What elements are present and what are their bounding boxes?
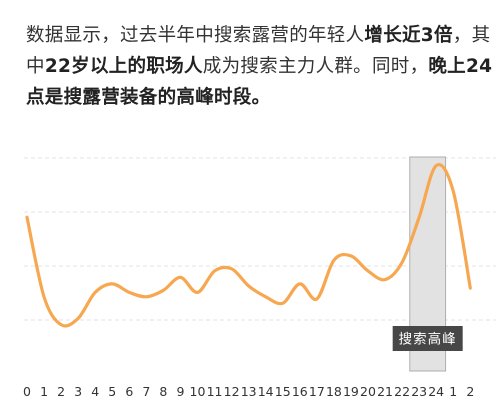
- x-tick-label: 18: [326, 384, 342, 399]
- x-tick-label: 3: [74, 384, 82, 399]
- x-tick-label: 24: [428, 384, 444, 399]
- x-tick-label: 21: [377, 384, 393, 399]
- x-tick-label: 2: [466, 384, 474, 399]
- x-tick-label: 2: [57, 384, 65, 399]
- x-tick-label: 9: [176, 384, 184, 399]
- x-tick-label: 11: [207, 384, 223, 399]
- x-tick-label: 19: [343, 384, 359, 399]
- article-paragraph: 数据显示，过去半年中搜索露营的年轻人增长近3倍，其中22岁以上的职场人成为搜索主…: [26, 20, 494, 113]
- x-tick-label: 14: [258, 384, 274, 399]
- x-tick-label: 6: [125, 384, 133, 399]
- x-tick-label: 16: [292, 384, 308, 399]
- highlight-label: 搜索高峰: [399, 331, 457, 348]
- highlight-peak-time: 晚上24点是搜露营装备的高峰时段。: [26, 56, 493, 108]
- x-tick-label: 10: [190, 384, 206, 399]
- series-line-group: [25, 163, 472, 328]
- x-tick-label: 5: [108, 384, 116, 399]
- text-segment: 成为搜索主力人群。同时，: [202, 56, 429, 77]
- peak-highlight: 搜索高峰: [392, 156, 463, 372]
- x-tick-label: 1: [40, 384, 48, 399]
- x-tick-label: 22: [394, 384, 410, 399]
- x-tick-label: 0: [23, 384, 31, 399]
- highlight-audience: 22岁以上的职场人: [44, 56, 203, 77]
- text-segment: ，其中: [26, 25, 491, 77]
- series-line: [25, 163, 472, 328]
- highlight-growth: 增长近3倍: [364, 25, 453, 46]
- x-tick-label: 23: [411, 384, 427, 399]
- text-segment: 数据显示，过去半年中搜索露营的年轻人: [26, 25, 365, 46]
- x-tick-label: 15: [275, 384, 291, 399]
- highlight-label-box: [392, 326, 463, 351]
- x-axis-ticks: 0 1 2 3 4 5 6 7 8 9 10 11 12 13 14 15 16 17 18 19 20 21 22 23 24…: [23, 384, 474, 399]
- x-tick-label: 13: [241, 384, 257, 399]
- x-tick-label: 1: [449, 384, 457, 399]
- x-tick-label: 7: [142, 384, 150, 399]
- x-tick-label: 12: [224, 384, 240, 399]
- x-tick-label: 8: [159, 384, 167, 399]
- x-tick-label: 4: [91, 384, 99, 399]
- x-tick-label: 17: [309, 384, 325, 399]
- x-tick-label: 20: [360, 384, 376, 399]
